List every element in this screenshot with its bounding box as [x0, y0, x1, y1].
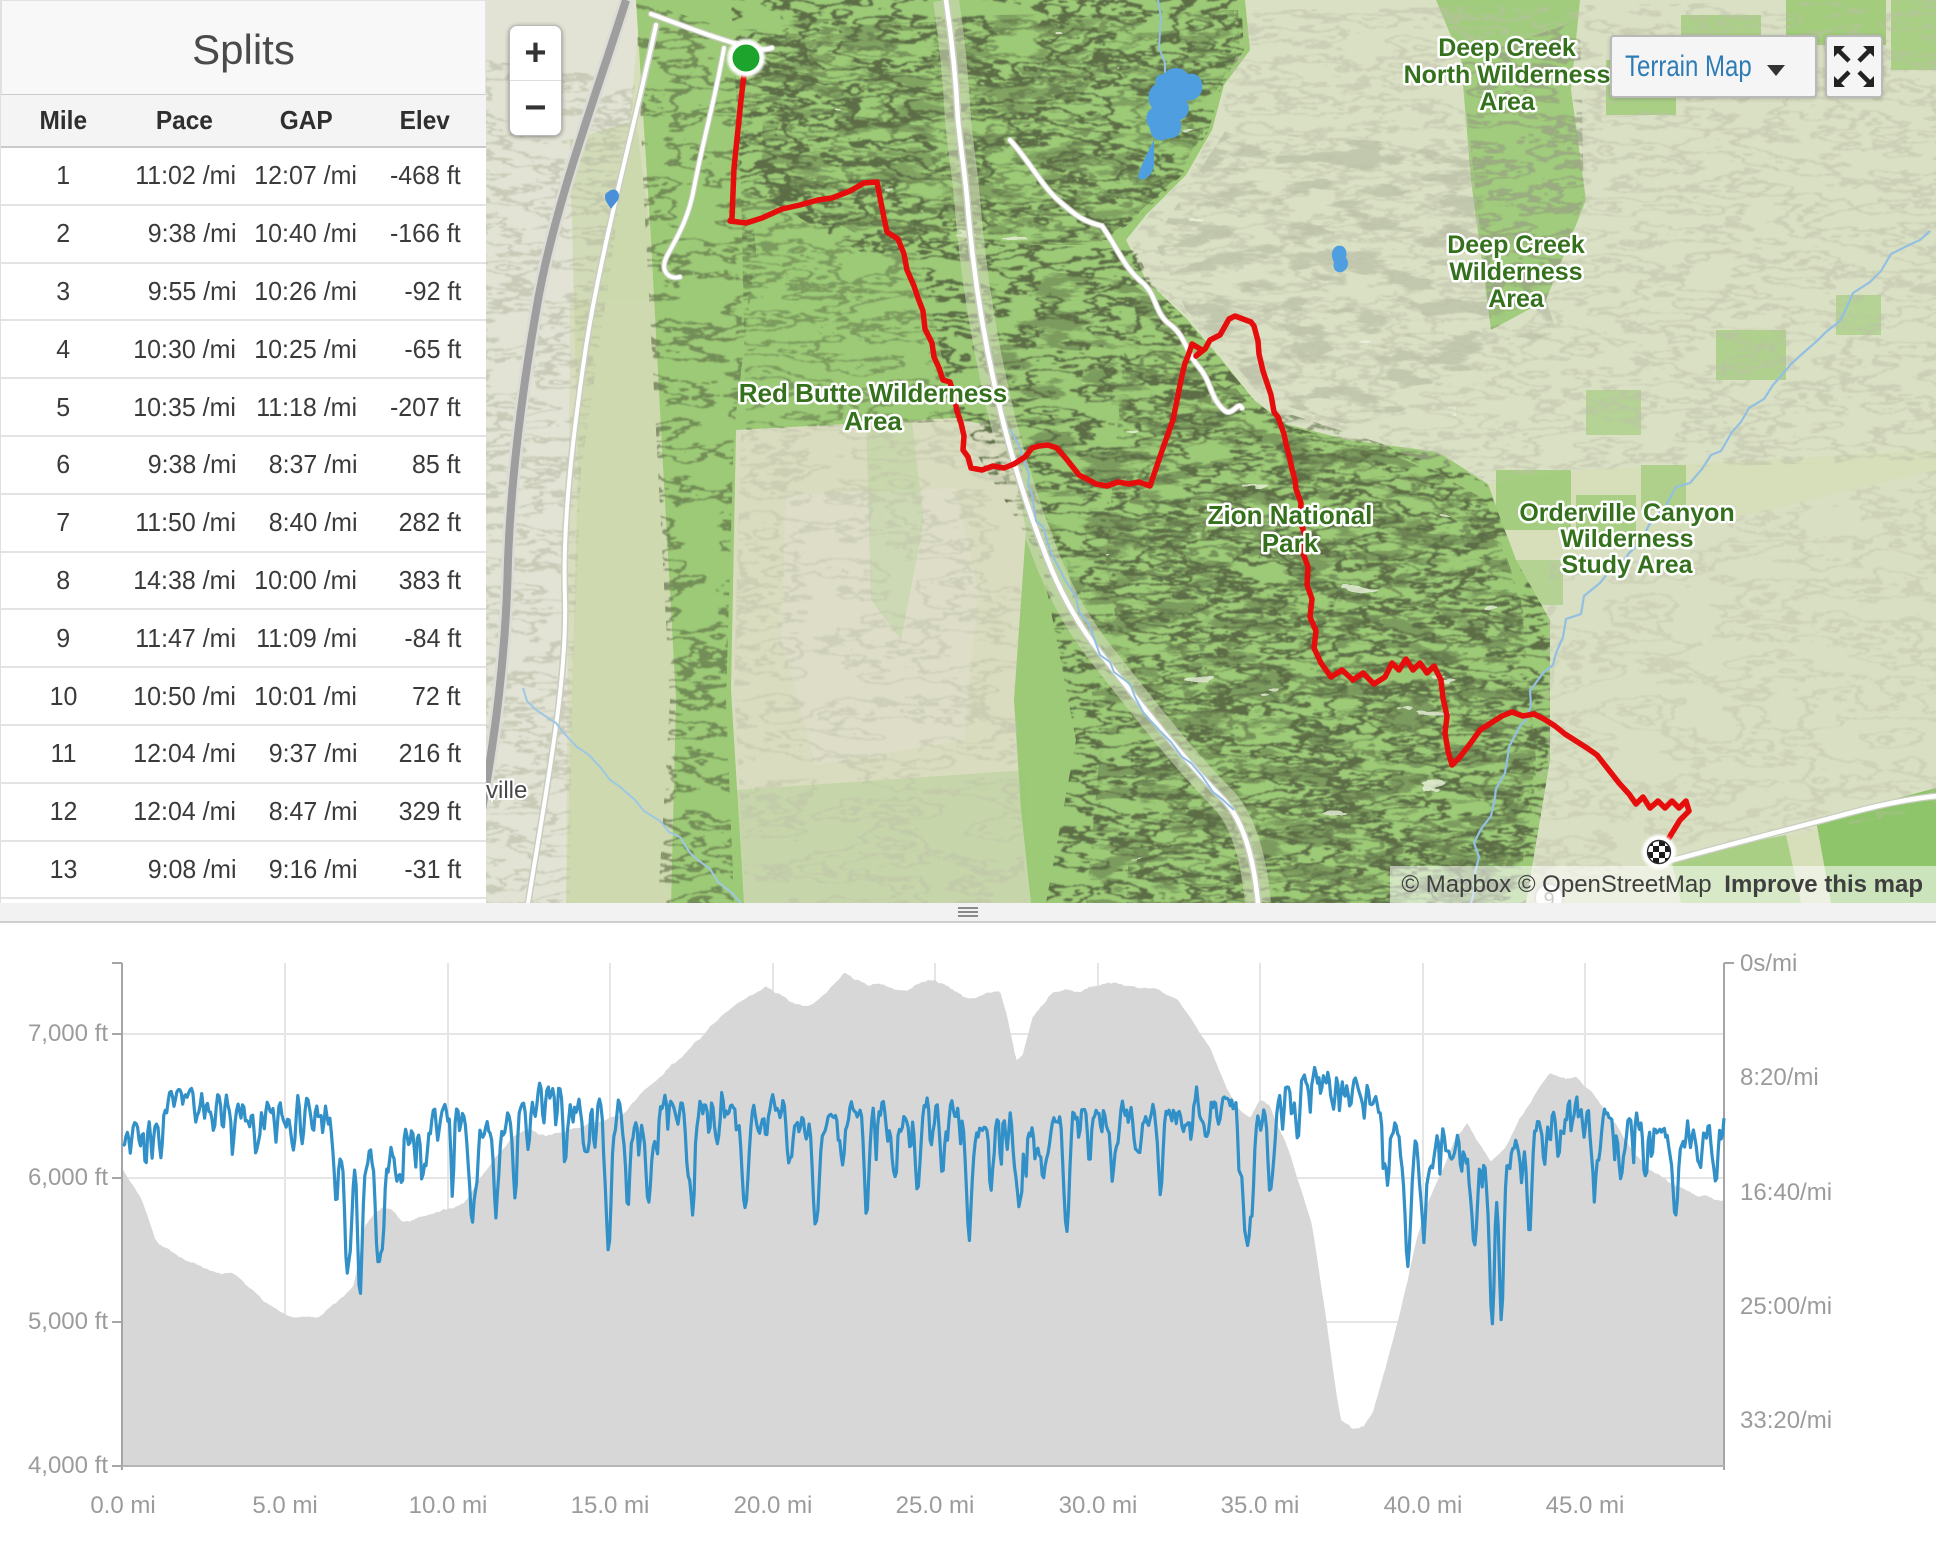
svg-text:ville: ville: [486, 777, 527, 804]
svg-text:7,000 ft: 7,000 ft: [28, 1020, 108, 1047]
svg-text:4,000 ft: 4,000 ft: [28, 1452, 108, 1479]
svg-text:25.0 mi: 25.0 mi: [896, 1492, 975, 1519]
svg-text:45.0 mi: 45.0 mi: [1546, 1492, 1625, 1519]
svg-text:0.0 mi: 0.0 mi: [90, 1492, 155, 1519]
svg-text:10.0 mi: 10.0 mi: [409, 1492, 488, 1519]
svg-text:20.0 mi: 20.0 mi: [734, 1492, 813, 1519]
svg-text:35.0 mi: 35.0 mi: [1221, 1492, 1300, 1519]
svg-text:5.0 mi: 5.0 mi: [252, 1492, 317, 1519]
svg-text:30.0 mi: 30.0 mi: [1059, 1492, 1138, 1519]
svg-text:40.0 mi: 40.0 mi: [1384, 1492, 1463, 1519]
svg-text:8:20/mi: 8:20/mi: [1740, 1064, 1819, 1091]
svg-text:25:00/mi: 25:00/mi: [1740, 1293, 1832, 1320]
svg-text:16:40/mi: 16:40/mi: [1740, 1179, 1832, 1206]
svg-text:6,000 ft: 6,000 ft: [28, 1164, 108, 1191]
svg-text:33:20/mi: 33:20/mi: [1740, 1407, 1832, 1434]
svg-text:15.0 mi: 15.0 mi: [571, 1492, 650, 1519]
svg-text:5,000 ft: 5,000 ft: [28, 1308, 108, 1335]
svg-text:0s/mi: 0s/mi: [1740, 950, 1797, 977]
